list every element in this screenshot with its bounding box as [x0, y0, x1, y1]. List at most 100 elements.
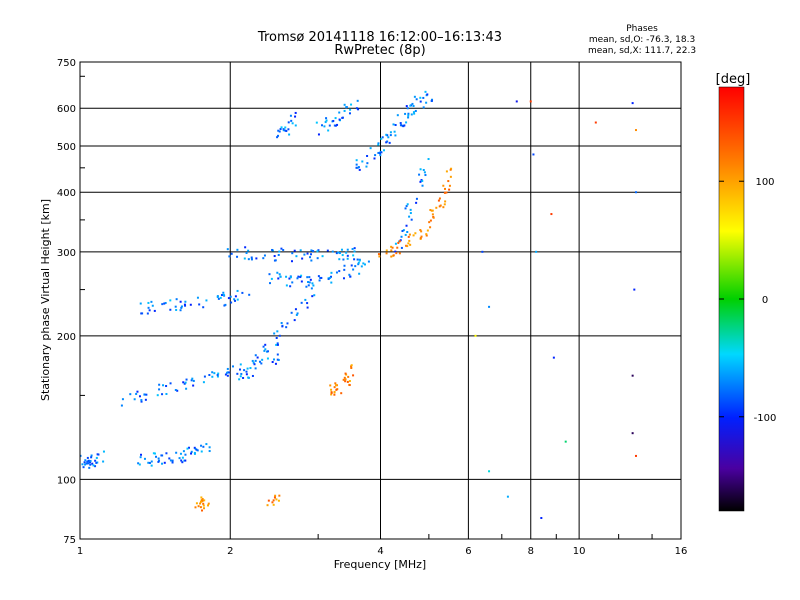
data-point	[250, 258, 253, 261]
data-point	[329, 276, 332, 279]
data-point	[378, 152, 381, 155]
data-point	[332, 119, 335, 122]
data-point	[299, 249, 302, 252]
x-axis-ticks: 1 2 4 6 8 10 16	[77, 534, 687, 557]
data-point	[184, 381, 187, 384]
data-point	[330, 391, 333, 394]
colorbar-tick-label: 0	[762, 295, 768, 306]
data-point	[294, 308, 297, 311]
data-point	[345, 251, 348, 254]
data-point	[289, 285, 292, 288]
data-point	[192, 379, 195, 382]
data-points	[79, 90, 637, 520]
data-point	[178, 457, 181, 460]
data-point	[267, 350, 270, 353]
data-point	[278, 494, 281, 497]
data-point	[84, 463, 87, 466]
data-point	[277, 358, 280, 361]
data-point	[83, 461, 86, 464]
data-point	[326, 249, 329, 252]
data-point	[382, 149, 385, 152]
data-point	[295, 313, 298, 316]
data-point	[179, 300, 182, 303]
legend-entry-x: mean, sd,X: 111.7, 22.3	[588, 46, 696, 56]
data-point	[201, 509, 204, 512]
data-point	[146, 312, 149, 315]
data-point	[431, 98, 434, 101]
data-point	[289, 276, 292, 279]
data-point	[238, 378, 241, 381]
data-point	[286, 322, 289, 325]
data-point	[330, 388, 333, 391]
data-point	[154, 455, 157, 458]
data-point	[282, 129, 285, 132]
data-point	[310, 249, 313, 252]
data-point	[404, 233, 407, 236]
data-point	[373, 157, 376, 160]
data-point	[277, 499, 280, 502]
data-point	[266, 504, 269, 507]
data-point	[287, 128, 290, 131]
y-tick-label: 400	[57, 188, 76, 199]
data-point	[239, 368, 242, 371]
data-point	[634, 129, 637, 132]
data-point	[161, 462, 164, 465]
data-point	[175, 308, 178, 311]
data-point	[202, 504, 205, 507]
data-point	[202, 502, 205, 505]
data-point	[282, 249, 285, 252]
data-point	[226, 371, 229, 374]
data-point	[228, 255, 231, 258]
data-point	[230, 252, 233, 255]
data-point	[422, 96, 425, 99]
data-point	[444, 200, 447, 203]
data-point	[200, 500, 203, 503]
data-point	[405, 205, 408, 208]
data-point	[300, 280, 303, 283]
data-point	[419, 96, 422, 99]
data-point	[253, 363, 256, 366]
data-point	[550, 213, 553, 216]
data-point	[226, 374, 229, 377]
data-point	[348, 384, 351, 387]
data-point	[300, 274, 303, 277]
data-point	[327, 278, 330, 281]
data-point	[390, 249, 393, 252]
data-point	[327, 129, 330, 132]
data-point	[294, 115, 297, 118]
data-point	[202, 381, 205, 384]
data-point	[87, 459, 90, 462]
data-point	[356, 166, 359, 169]
data-point	[313, 294, 316, 297]
data-point	[442, 206, 445, 209]
data-point	[150, 464, 153, 467]
data-point	[379, 154, 382, 157]
data-point	[275, 498, 278, 501]
data-point	[254, 367, 257, 370]
data-point	[532, 153, 535, 156]
data-point	[168, 457, 171, 460]
y-tick-label: 300	[57, 248, 76, 259]
data-point	[165, 385, 168, 388]
data-point	[346, 254, 349, 257]
data-point	[439, 204, 442, 207]
data-point	[290, 119, 293, 122]
data-point	[150, 460, 153, 463]
data-point	[337, 251, 340, 254]
data-point	[90, 454, 93, 457]
data-point	[271, 361, 274, 364]
data-point	[190, 450, 193, 453]
colorbar-tick-label: -100	[754, 413, 777, 424]
data-point	[406, 203, 409, 206]
data-point	[340, 392, 343, 395]
data-point	[263, 349, 266, 352]
data-point	[256, 356, 259, 359]
data-point	[287, 121, 290, 124]
data-point	[216, 374, 219, 377]
data-point	[633, 288, 636, 291]
data-point	[277, 134, 280, 137]
data-point	[419, 100, 422, 103]
legend-entry-o: mean, sd,O: -76.3, 18.3	[589, 35, 695, 45]
data-point	[230, 301, 233, 304]
data-point	[97, 453, 100, 456]
